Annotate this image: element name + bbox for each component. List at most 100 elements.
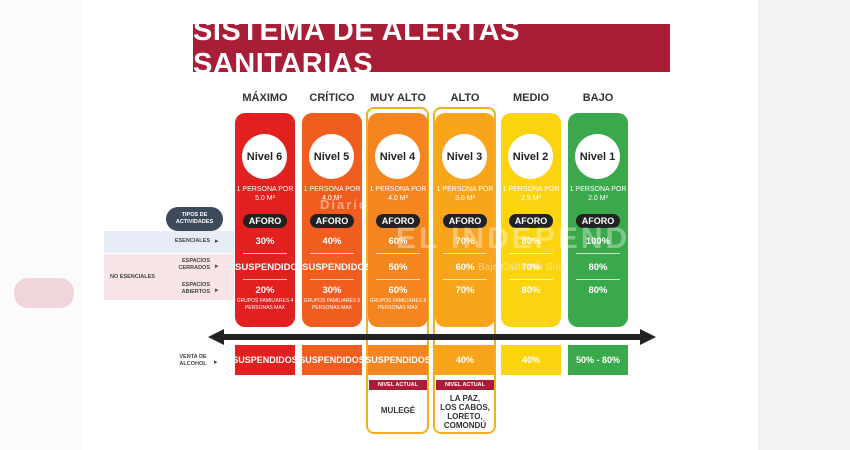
group-note: GRUPOS FAMILIARES 4 PERSONAS MAX [236, 298, 294, 311]
abiertos-value: 20% [255, 285, 275, 296]
municipality-comondu: COMONDÚ [443, 421, 487, 430]
row-label-cerrados: ESPACIOS CERRADOS [178, 258, 210, 271]
level-name-maximo: MÁXIMO [242, 92, 288, 104]
row-label-venta-alcohol: VENTA DE ALCOHOL [179, 354, 207, 367]
persona-density: 1 PERSONA POR 2.0 M² [569, 186, 627, 202]
level-column-bajo: Nivel 1 1 PERSONA POR 2.0 M² AFORO 100% … [568, 113, 628, 327]
caret-right-icon: ▸ [215, 287, 219, 294]
abiertos-value: 80% [588, 285, 608, 296]
venta-value-bajo: 50% - 80% [568, 345, 628, 375]
divider [310, 279, 354, 280]
page-title: SISTEMA DE ALERTAS SANITARIAS [193, 15, 670, 80]
level-name-critico: CRÍTICO [309, 92, 355, 104]
scale-arrow-line [222, 334, 644, 340]
divider [576, 279, 620, 280]
esenciales-value: 30% [255, 236, 275, 247]
level-name-medio: MEDIO [512, 92, 550, 104]
municipality-loreto: LORETO, [447, 412, 483, 421]
arrow-right-icon [640, 329, 656, 345]
nivel-badge: Nivel 2 [508, 134, 553, 179]
abiertos-value: 30% [322, 285, 342, 296]
divider [243, 253, 287, 254]
divider [243, 279, 287, 280]
current-municipalities-alto: LA PAZ, LOS CABOS, LORETO, COMONDÚ [435, 394, 495, 430]
venta-value-maximo: SUSPENDIDOS [232, 345, 298, 375]
nivel-actual-label-alto: NIVEL ACTUAL [436, 380, 494, 390]
divider [509, 253, 553, 254]
cerrados-value: SUSPENDIDOS [302, 262, 372, 273]
persona-density: 1 PERSONA POR 4.0 M² [303, 186, 361, 202]
level-name-muy-alto: MUY ALTO [370, 92, 426, 104]
left-blurred-edge [0, 0, 82, 450]
divider [310, 253, 354, 254]
level-column-critico: Nivel 5 1 PERSONA POR 4.0 M² AFORO 40% S… [302, 113, 372, 327]
divider [443, 253, 487, 254]
watermark-diario: Diario [320, 197, 369, 212]
esenciales-value: 80% [521, 236, 541, 247]
venta-value-medio: 40% [501, 345, 561, 375]
venta-text: SUSPENDIDOS [232, 355, 298, 365]
aforo-pill: AFORO [376, 214, 420, 228]
municipality-la-paz: LA PAZ, [449, 394, 481, 403]
persona-density: 1 PERSONA POR 2.5 M² [502, 186, 560, 202]
aforo-pill: AFORO [509, 214, 553, 228]
divider [576, 253, 620, 254]
nivel-badge: Nivel 1 [575, 134, 620, 179]
cerrados-value: 80% [588, 262, 608, 273]
municipality-los-cabos: LOS CABOS, [440, 403, 490, 412]
row-label-abiertos: ESPACIOS ABIERTOS [181, 282, 210, 295]
nivel-badge: Nivel 5 [309, 134, 354, 179]
arrow-left-icon [208, 329, 224, 345]
venta-text: 40% [455, 355, 474, 365]
persona-density: 1 PERSONA POR 3.0 M² [436, 186, 494, 202]
aforo-pill: AFORO [443, 214, 487, 228]
level-column-alto: Nivel 3 1 PERSONA POR 3.0 M² AFORO 70% 6… [435, 113, 495, 327]
nivel-actual-label-muy-alto: NIVEL ACTUAL [369, 380, 427, 390]
venta-value-muy-alto: SUSPENDIDOS [365, 345, 431, 375]
abiertos-value: 60% [388, 285, 408, 296]
cerrados-value: 50% [388, 262, 408, 273]
cerrados-value: 70% [521, 262, 541, 273]
venta-value-alto: 40% [435, 345, 495, 375]
nivel-badge: Nivel 4 [375, 134, 420, 179]
esenciales-value: 40% [322, 236, 342, 247]
group-note: GRUPOS FAMILIARES 8 PERSONAS MAX [369, 298, 427, 311]
level-column-muy-alto: Nivel 4 1 PERSONA POR 4.0 M² AFORO 60% 5… [368, 113, 428, 327]
tipos-actividades-pill: TIPOS DE ACTIVIDADES [166, 207, 223, 231]
level-name-bajo: BAJO [582, 92, 614, 104]
persona-density: 1 PERSONA POR 5.0 M² [236, 186, 294, 202]
row-label-no-esenciales: NO ESENCIALES [110, 274, 155, 280]
abiertos-value: 80% [521, 285, 541, 296]
current-municipality-mulege: MULEGÉ [380, 406, 416, 415]
nivel-badge: Nivel 6 [242, 134, 287, 179]
venta-text: 40% [521, 355, 540, 365]
esenciales-value: 100% [585, 236, 611, 247]
cerrados-value: 60% [455, 262, 475, 273]
nivel-badge: Nivel 3 [442, 134, 487, 179]
persona-density: 1 PERSONA POR 4.0 M² [369, 186, 427, 202]
watermark-independiente: EL INDEPENDIENTE [396, 222, 734, 255]
level-name-alto: ALTO [450, 92, 480, 104]
divider [443, 279, 487, 280]
aforo-pill: AFORO [310, 214, 354, 228]
cerrados-value: SUSPENDIDOS [235, 262, 305, 273]
divider [509, 279, 553, 280]
aforo-pill: AFORO [576, 214, 620, 228]
level-column-medio: Nivel 2 1 PERSONA POR 2.5 M² AFORO 80% 7… [501, 113, 561, 327]
row-label-esenciales: ESENCIALES [174, 238, 210, 244]
right-blurred-edge [758, 0, 850, 450]
venta-text: 50% - 80% [575, 355, 621, 365]
blurred-shape [14, 278, 74, 308]
no-esenciales-band [104, 254, 234, 300]
abiertos-value: 70% [455, 285, 475, 296]
esenciales-value: 70% [455, 236, 475, 247]
aforo-pill: AFORO [243, 214, 287, 228]
current-level-highlight-alto [433, 107, 496, 434]
current-level-highlight-muy-alto [366, 107, 429, 434]
esenciales-value: 60% [388, 236, 408, 247]
venta-value-critico: SUSPENDIDOS [299, 345, 365, 375]
level-column-maximo: Nivel 6 1 PERSONA POR 5.0 M² AFORO 30% S… [235, 113, 305, 327]
divider [376, 279, 420, 280]
watermark-bcs: Baja California Sur [478, 262, 562, 273]
caret-right-icon: ▸ [214, 359, 218, 366]
